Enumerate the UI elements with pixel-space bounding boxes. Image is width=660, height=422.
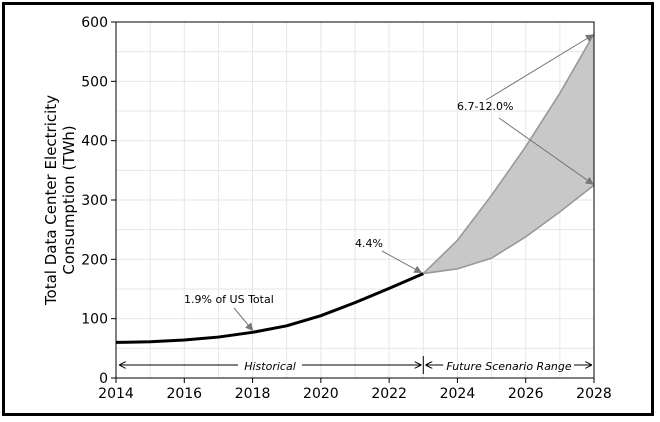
annotation-layer: 1.9% of US Total 4.4% 6.7-12.0% Historic… bbox=[120, 34, 594, 374]
arrow-1-9-pct bbox=[233, 307, 254, 332]
arrow-6-7-lower bbox=[498, 117, 594, 185]
range-low-line bbox=[423, 184, 595, 275]
y-axis-label-line2: Consumption (TWh) bbox=[60, 125, 78, 274]
x-tick-label-2018: 2018 bbox=[235, 386, 271, 402]
x-tick-label-2016: 2016 bbox=[166, 386, 202, 402]
scenario-range-band bbox=[423, 33, 594, 274]
y-tick-label-0: 0 bbox=[99, 371, 108, 387]
y-tick-label-200: 200 bbox=[81, 252, 108, 268]
y-axis-label-line1: Total Data Center Electricity bbox=[42, 95, 60, 306]
annotation-1-9-pct: 1.9% of US Total bbox=[184, 293, 274, 306]
y-tick-label-100: 100 bbox=[81, 312, 108, 328]
y-tick-label-600: 600 bbox=[81, 15, 108, 31]
arrow-6-7-upper bbox=[485, 34, 594, 101]
future-range-label: Future Scenario Range bbox=[446, 360, 572, 373]
historical-label: Historical bbox=[244, 360, 296, 373]
x-tick-label-2020: 2020 bbox=[303, 386, 339, 402]
x-tick-label-2014: 2014 bbox=[98, 386, 134, 402]
x-tick-label-2026: 2026 bbox=[508, 386, 544, 402]
historical-consumption-line bbox=[115, 272, 424, 344]
x-tick-label-2028: 2028 bbox=[576, 386, 612, 402]
x-tick-label-2024: 2024 bbox=[440, 386, 476, 402]
range-high-line bbox=[422, 33, 595, 275]
arrow-4-4-pct bbox=[381, 250, 423, 274]
y-tick-label-500: 500 bbox=[81, 74, 108, 90]
annotation-4-4-pct: 4.4% bbox=[355, 237, 383, 250]
x-tick-label-2022: 2022 bbox=[371, 386, 407, 402]
y-tick-label-300: 300 bbox=[81, 193, 108, 209]
scenario-range-layer bbox=[422, 33, 595, 275]
y-tick-label-400: 400 bbox=[81, 134, 108, 150]
axes bbox=[111, 21, 595, 383]
historical-line-layer bbox=[115, 272, 424, 344]
annotation-6-7-12-pct: 6.7-12.0% bbox=[457, 100, 513, 113]
tick-labels: 2014 2016 2018 2020 2022 2024 2026 2028 0 100 200 3… bbox=[81, 15, 612, 402]
